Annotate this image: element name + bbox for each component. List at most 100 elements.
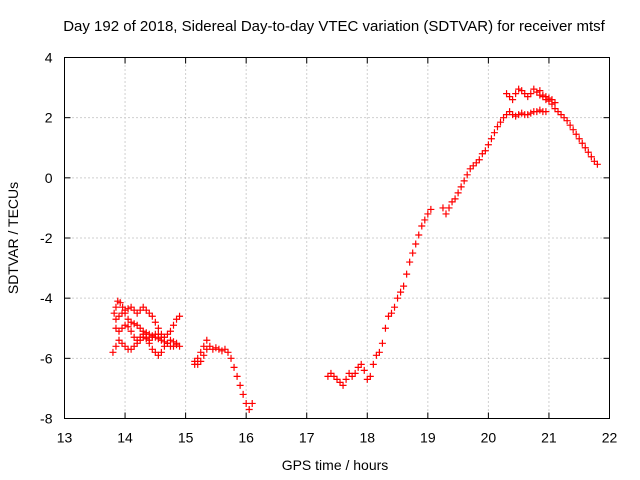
data-point (139, 330, 147, 338)
y-tick-label: -4 (40, 290, 53, 306)
data-point (569, 126, 577, 134)
data-point (593, 160, 601, 168)
data-point (551, 105, 559, 113)
data-point (145, 309, 153, 317)
y-tick-label: 0 (45, 170, 53, 186)
data-point (330, 372, 338, 380)
data-point (481, 147, 489, 155)
x-axis-label: GPS time / hours (282, 457, 389, 473)
data-point (203, 345, 211, 353)
data-point (515, 85, 523, 93)
x-tick-label: 16 (238, 430, 254, 446)
data-point (230, 363, 238, 371)
x-axis-ticks: 13 14 15 16 17 18 19 20 21 22 (57, 57, 617, 446)
data-point (524, 111, 532, 119)
data-point (451, 195, 459, 203)
data-point (415, 231, 423, 239)
data-point (197, 348, 205, 356)
data-point (424, 210, 432, 218)
data-point (354, 363, 362, 371)
data-point (560, 114, 568, 122)
data-point (139, 303, 147, 311)
data-point (200, 342, 208, 350)
x-tick-label: 15 (178, 430, 194, 446)
data-point (333, 375, 341, 383)
data-point (518, 109, 526, 117)
data-point (372, 351, 380, 359)
series-mtsf-track-F (191, 345, 211, 368)
data-point (394, 294, 402, 302)
data-point (400, 282, 408, 290)
data-point (112, 315, 120, 323)
data-point (127, 327, 135, 335)
series-mtsf-track-B (110, 297, 181, 350)
data-point (136, 333, 144, 341)
data-point (115, 336, 123, 344)
y-tick-label: 2 (45, 110, 53, 126)
data-point (145, 336, 153, 344)
y-tick-label: -6 (40, 350, 53, 366)
data-point (212, 344, 220, 352)
data-point (245, 405, 253, 413)
data-point (121, 342, 129, 350)
data-point (121, 321, 129, 329)
data-point (475, 156, 483, 164)
data-point (500, 114, 508, 122)
data-point (539, 91, 547, 99)
data-point (527, 109, 535, 117)
grid-lines (64, 57, 610, 419)
x-tick-label: 13 (57, 430, 73, 446)
y-tick-label: 4 (45, 50, 53, 66)
data-point (133, 309, 141, 317)
data-point (527, 90, 535, 98)
data-point (509, 111, 517, 119)
data-point (518, 87, 526, 95)
data-point (173, 341, 181, 349)
data-point (130, 342, 138, 350)
data-point (112, 303, 120, 311)
data-point (388, 309, 395, 317)
data-point (442, 210, 450, 218)
data-point (463, 171, 471, 179)
data-point (412, 240, 420, 248)
data-point (118, 324, 126, 332)
y-tick-label: -2 (40, 230, 53, 246)
chart-title: Day 192 of 2018, Sidereal Day-to-day VTE… (63, 18, 605, 35)
data-point (554, 108, 562, 116)
series-mtsf-track-C (112, 303, 184, 341)
data-point (391, 303, 399, 311)
data-point (363, 375, 371, 383)
data-point (548, 96, 556, 104)
data-point (148, 333, 156, 341)
data-point (209, 345, 217, 353)
series-mtsf-track-E (191, 336, 256, 413)
data-point (130, 320, 138, 328)
data-point (521, 90, 529, 98)
data-point (472, 159, 480, 167)
data-point (360, 366, 368, 374)
data-point (533, 88, 541, 96)
data-point (130, 306, 138, 314)
data-point (154, 324, 162, 332)
data-point (191, 357, 199, 365)
data-point (142, 306, 150, 314)
data-point (133, 321, 141, 329)
data-point (163, 339, 171, 347)
data-point (515, 111, 523, 119)
data-points (109, 85, 601, 413)
data-point (200, 351, 208, 359)
data-point (166, 327, 174, 335)
data-point (142, 333, 150, 341)
data-point (163, 330, 171, 338)
data-point (369, 360, 377, 368)
data-point (512, 90, 520, 98)
data-point (327, 369, 335, 377)
data-point (418, 222, 426, 230)
data-point (357, 360, 365, 368)
data-point (115, 327, 123, 335)
data-point (490, 129, 498, 137)
data-point (457, 183, 465, 191)
data-point (127, 345, 135, 353)
data-point (397, 288, 405, 296)
